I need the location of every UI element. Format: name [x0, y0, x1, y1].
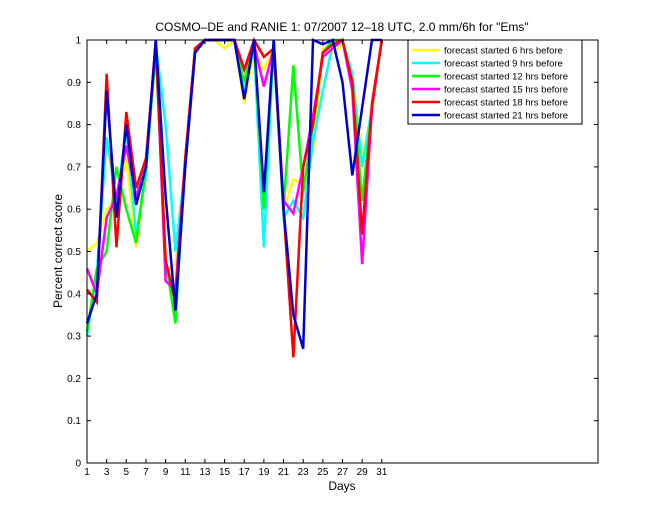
y-tick-label: 0.2 [67, 374, 81, 385]
x-tick-label: 25 [317, 467, 329, 478]
legend: forecast started 6 hrs before forecast st… [407, 39, 583, 125]
y-tick-label: 0.7 [67, 162, 81, 173]
x-tick-label: 7 [143, 467, 149, 478]
x-tick-label: 1 [84, 467, 90, 478]
legend-label-4: forecast started 15 hrs before [444, 85, 568, 96]
x-tick-label: 27 [337, 467, 349, 478]
legend-label-3: forecast started 12 hrs before [444, 72, 568, 83]
legend-label-1: forecast started 6 hrs before [444, 46, 563, 57]
x-tick-label: 11 [180, 467, 191, 478]
x-tick-label: 19 [258, 467, 270, 478]
x-tick-label: 3 [104, 467, 110, 478]
axis-layer: 1 3 5 7 9 11 13 15 17 19 21 23 25 27 29 3100.10.20.30.4… [67, 36, 598, 478]
y-tick-label: 0.3 [67, 332, 81, 343]
x-tick-label: 31 [376, 467, 388, 478]
legend-box [407, 39, 583, 125]
x-tick-label: 21 [278, 467, 290, 478]
x-tick-label: 9 [163, 467, 169, 478]
y-tick-label: 0.9 [67, 78, 81, 89]
y-tick-label: 0 [75, 459, 81, 470]
legend-label-6: forecast started 21 hrs before [444, 111, 568, 122]
x-tick-label: 17 [239, 467, 251, 478]
x-axis-label: Days [328, 479, 355, 493]
legend-label-2: forecast started 9 hrs before [444, 59, 563, 70]
y-tick-label: 1 [75, 36, 81, 47]
y-tick-label: 0.5 [67, 247, 81, 258]
y-tick-label: 0.4 [67, 289, 81, 300]
chart-title: COSMO–DE and RANIE 1: 07/2007 12–18 UTC,… [155, 20, 528, 34]
y-tick-label: 0.6 [67, 205, 81, 216]
legend-label-5: forecast started 18 hrs before [444, 98, 568, 109]
y-tick-label: 0.8 [67, 120, 81, 131]
x-tick-label: 13 [199, 467, 211, 478]
y-axis-label: Percent correct score [51, 194, 65, 308]
x-tick-label: 15 [219, 467, 231, 478]
x-tick-label: 29 [357, 467, 369, 478]
x-tick-label: 5 [124, 467, 130, 478]
x-tick-label: 23 [298, 467, 310, 478]
y-tick-label: 0.1 [67, 416, 81, 427]
